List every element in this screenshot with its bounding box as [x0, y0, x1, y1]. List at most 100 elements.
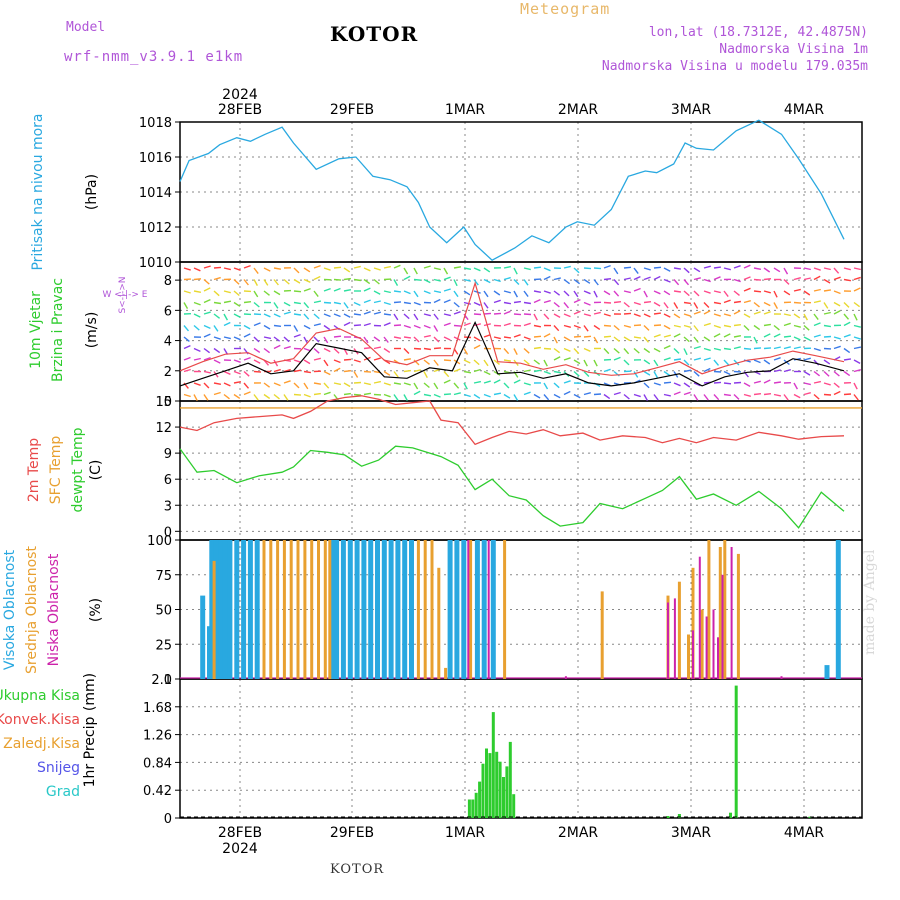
wind-barb: [693, 267, 701, 273]
wind-barb: [523, 347, 530, 354]
wind-barb: [843, 313, 850, 320]
wind-barb: [353, 381, 362, 384]
wind-barb: [543, 267, 551, 272]
wind-barb: [303, 302, 310, 309]
wind-barb: [563, 290, 570, 297]
wind-barb: [363, 347, 372, 350]
wind-barb: [503, 301, 512, 305]
precip-bar: [498, 761, 502, 818]
wind-barb: [603, 278, 612, 281]
wind-barb: [273, 267, 282, 270]
panel-frame: [179, 678, 863, 819]
wind-barb: [363, 382, 371, 386]
wind-barb: [603, 264, 611, 269]
mid-cloud-bar: [437, 567, 441, 679]
wind-barb: [523, 369, 531, 373]
wind-barb: [673, 348, 680, 354]
wind-barb: [653, 290, 661, 295]
wind-barb: [503, 336, 511, 339]
wind-barb: [453, 311, 461, 315]
wind-barb: [813, 288, 821, 292]
wind-barb: [823, 335, 832, 338]
wind-barb: [483, 278, 491, 284]
wind-barb: [763, 311, 771, 315]
wind-barb: [773, 393, 782, 397]
precip-legend-item: Ukupna Kisa: [0, 688, 80, 704]
wind-barb: [373, 311, 381, 315]
wind-barb: [803, 392, 811, 396]
wind-barb: [413, 369, 421, 373]
precip-bar: [491, 712, 495, 818]
wind-barb: [233, 381, 242, 384]
wind-barb: [463, 301, 471, 305]
wind-barb: [563, 265, 571, 269]
wind-barb: [523, 313, 532, 316]
wind-barb: [803, 382, 811, 386]
high-cloud-bar: [329, 540, 335, 679]
wind-barb: [743, 347, 752, 350]
wind-barb: [213, 290, 220, 297]
wind-barb: [663, 381, 672, 384]
wind-barb: [333, 287, 341, 292]
wind-barb: [803, 324, 810, 331]
wind-barb: [833, 370, 840, 377]
precip-bar: [495, 751, 499, 818]
y-tick-label: 9: [164, 447, 172, 462]
wind-barb: [343, 392, 351, 396]
high-cloud-bar: [375, 540, 380, 679]
wind-barb: [643, 313, 651, 318]
wind-barb: [253, 279, 259, 286]
wind-barb: [623, 393, 630, 400]
wind-barb: [203, 311, 211, 315]
wind-barb: [243, 370, 250, 377]
low-cloud-bar: [673, 598, 676, 679]
wind-barb: [333, 301, 342, 305]
wind-barb: [253, 370, 262, 373]
wind-barb: [523, 279, 529, 286]
wind-barb: [343, 382, 351, 388]
wind-barb: [393, 371, 399, 378]
location-info: lon,lat (18.7312E, 42.4875N) Nadmorska V…: [602, 24, 868, 75]
wind-barb: [403, 275, 411, 281]
wind-barb: [753, 359, 761, 364]
wind-barb: [813, 313, 819, 321]
wind-barb: [833, 345, 841, 350]
wind-barb: [653, 266, 662, 269]
wind-barb: [263, 290, 270, 296]
wind-barb: [243, 382, 250, 389]
wind-barb: [813, 370, 821, 377]
wind-barb: [213, 325, 219, 332]
wind-barb: [383, 301, 391, 306]
day-label-bottom: 2MAR: [558, 825, 599, 841]
wind-barb: [253, 359, 261, 364]
precip-legend-item: Konvek.Kisa: [0, 712, 80, 728]
wind-barb: [733, 324, 741, 327]
wind-barb: [813, 380, 822, 384]
low-cloud-bar: [721, 574, 724, 680]
wind-barb: [813, 393, 820, 400]
wind-barb: [843, 302, 850, 308]
wind-barb: [643, 301, 652, 304]
wind-barb: [483, 312, 492, 315]
wind-barb: [233, 278, 240, 285]
wind-barb: [333, 278, 342, 281]
high-cloud-bar: [354, 540, 360, 679]
wind-barb: [343, 277, 351, 281]
wind-barb: [273, 279, 279, 286]
wind-barb: [703, 290, 711, 294]
wind-barb: [573, 278, 581, 285]
wind-barb: [473, 344, 481, 350]
wind-barb: [753, 301, 760, 308]
high-cloud-bar: [227, 540, 233, 679]
wind-barb: [853, 287, 861, 292]
wind-barb: [673, 313, 681, 319]
mid-cloud-bar: [430, 540, 434, 679]
wind-barb: [763, 359, 771, 365]
wind-barb: [463, 382, 468, 390]
wind-barb: [413, 390, 421, 396]
wind-barb: [453, 368, 461, 373]
wind-barb: [833, 267, 840, 274]
wind-barb: [403, 267, 409, 275]
y-tick-label: 1012: [139, 221, 172, 236]
